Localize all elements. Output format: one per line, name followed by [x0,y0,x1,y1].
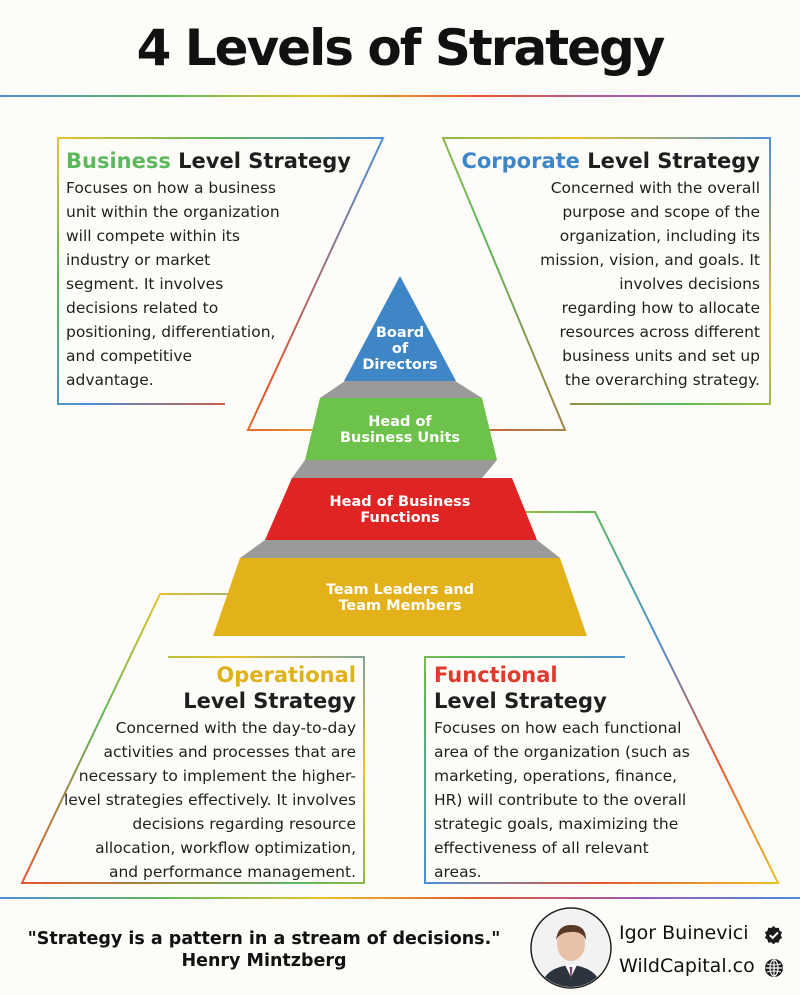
business-heading-accent: Business [66,149,171,173]
tier-team-label: Team Leaders and Team Members [260,582,540,614]
functional-line: areas. [434,863,482,881]
operational-line: activities and processes that are [103,743,356,761]
business-line: decisions related to [66,299,219,317]
corporate-heading: Corporate Level Strategy [440,148,760,174]
corporate-line: involves decisions [619,275,760,293]
tier-units-label: Head of Business Units [310,414,490,446]
functional-heading-accent: Functional [434,663,558,687]
footer-divider [0,897,800,899]
operational-line: allocation, workflow optimization, [95,839,356,857]
business-line: and competitive [66,347,193,365]
corporate-line: organization, including its [559,227,760,245]
quote-block: "Strategy is a pattern in a stream of de… [14,928,514,972]
operational-heading-accent: Operational [216,663,356,687]
corporate-line: the overarching strategy. [564,371,760,389]
page-title: 4 Levels of Strategy [136,18,666,77]
title-divider [0,95,800,97]
corporate-line: resources across different [559,323,761,341]
quote-author: Henry Mintzberg [181,951,347,971]
corporate-line: purpose and scope of the [562,203,760,221]
business-line: positioning, differentiation, [66,323,276,341]
tier-functions-line: Functions [360,510,440,526]
tier-functions-line: Head of Business [329,494,471,510]
corporate-line: business units and set up [562,347,760,365]
functional-line: strategic goals, maximizing the [434,815,679,833]
tier-team-line: Team Members [338,598,462,614]
operational-line: Concerned with the day-to-day [115,719,356,737]
business-line: unit within the organization [66,203,280,221]
operational-strategy-box: Operational Level Strategy Concerned wit… [40,662,356,884]
globe-icon [765,959,783,977]
operational-line: and performance management. [108,863,356,881]
tier-functions-label: Head of Business Functions [290,494,510,526]
corporate-line: mission, vision, and goals. It [540,251,760,269]
corporate-heading-accent: Corporate [461,149,580,173]
tier-units-line: Business Units [339,430,461,446]
author-avatar [530,907,612,989]
tier-units-line: Head of [368,414,432,430]
connector-3 [240,540,560,558]
functional-line: HR) will contribute to the overall [434,791,687,809]
operational-heading-rest: Level Strategy [183,689,356,713]
corporate-strategy-box: Corporate Level Strategy Concerned with … [440,148,760,392]
tier-team-line: Team Leaders and [325,582,475,598]
functional-line: marketing, operations, finance, [434,767,678,785]
corporate-line: regarding how to allocate [561,299,760,317]
business-line: industry or market [66,251,211,269]
connector-2 [292,460,497,478]
business-strategy-box: Business Level Strategy Focuses on how a… [66,148,366,392]
business-heading-rest: Level Strategy [170,149,351,173]
functional-strategy-box: Functional Level Strategy Focuses on how… [434,662,754,884]
functional-heading-rest: Level Strategy [434,689,607,713]
functional-line: effectiveness of all relevant [434,839,649,857]
author-site[interactable]: WildCapital.co [619,955,755,977]
operational-line: necessary to implement the higher- [78,767,356,785]
business-heading: Business Level Strategy [66,148,366,174]
quote-text: "Strategy is a pattern in a stream of de… [27,929,501,949]
tier-board-label: Board of Directors [350,325,450,373]
operational-line: level strategies effectively. It involve… [63,791,356,809]
functional-line: Focuses on how each functional [434,719,682,737]
business-line: segment. It involves [66,275,224,293]
operational-line: decisions regarding resource [132,815,356,833]
verified-check-icon [764,925,783,945]
tier-board-line: Directors [362,357,438,373]
author-name: Igor Buinevici [619,922,749,944]
business-line: Focuses on how a business [66,179,276,197]
functional-line: area of the organization (such as [434,743,690,761]
corporate-line: Concerned with the overall [550,179,760,197]
corporate-heading-rest: Level Strategy [579,149,760,173]
business-line: will compete within its [66,227,240,245]
tier-board-line: Board [375,325,425,341]
business-line: advantage. [66,371,154,389]
tier-board-line: of [391,341,409,357]
